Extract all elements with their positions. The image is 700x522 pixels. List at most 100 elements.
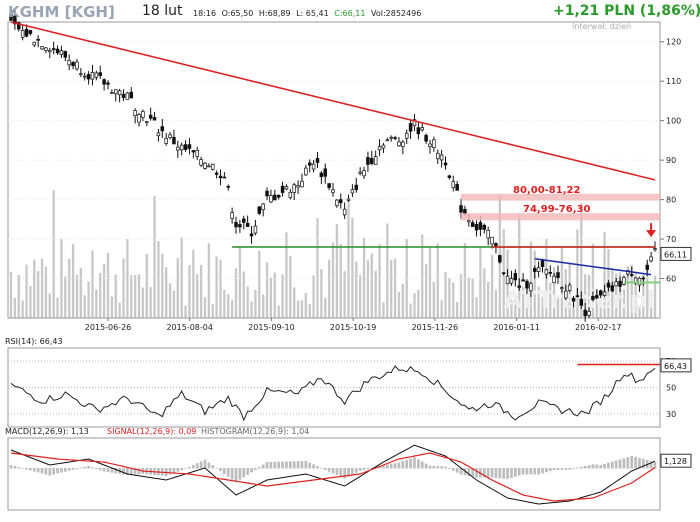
candle-body	[556, 272, 560, 278]
histogram-bar	[327, 468, 331, 472]
histogram-bar	[424, 463, 428, 469]
volume-bar	[296, 300, 300, 318]
histogram-bar	[603, 463, 606, 469]
candle-body	[645, 264, 649, 270]
volume-bar	[13, 297, 17, 318]
price-axis-label: 80	[666, 196, 676, 205]
candle-body	[59, 50, 64, 55]
candle-body	[55, 48, 60, 54]
candle-body	[575, 295, 580, 297]
quote-volume: Vol:2852496	[370, 9, 422, 18]
histogram-bar	[510, 468, 513, 478]
last-price-box	[660, 246, 692, 261]
histogram-bar	[219, 468, 222, 472]
candle-body	[560, 287, 564, 289]
candle-body	[226, 186, 231, 188]
candle-body	[478, 222, 483, 230]
price-axis-label: 60	[666, 275, 676, 284]
candle-body	[67, 60, 71, 66]
candle-body	[117, 90, 122, 96]
volume-bar	[102, 263, 106, 318]
histogram-bar	[292, 461, 296, 469]
histogram-bar	[308, 462, 312, 469]
volume-bar	[455, 301, 459, 318]
histogram-bar	[44, 468, 48, 475]
candle-body	[121, 93, 126, 99]
volume-bar	[584, 274, 587, 318]
candle-body	[315, 157, 320, 163]
volume-bar	[611, 268, 614, 318]
candle-body	[490, 236, 494, 245]
candle-body	[443, 162, 448, 166]
histogram-bar	[420, 461, 424, 469]
quote-low: L: 65,41	[296, 9, 329, 18]
volume-bar	[560, 248, 564, 318]
histogram-bar	[288, 461, 292, 469]
histogram-bar	[129, 468, 133, 475]
candle-body	[230, 212, 234, 219]
volume-bar	[595, 288, 598, 318]
candle-body	[525, 280, 529, 289]
histogram-bar	[277, 461, 281, 469]
histogram-bar	[184, 468, 187, 469]
histogram-bar	[195, 463, 199, 469]
histogram-bar	[599, 465, 603, 469]
volume-bar	[172, 290, 176, 318]
macd-value-label: 1,128	[664, 457, 687, 466]
quote-high: H:68,89	[258, 9, 291, 18]
candle-body	[32, 41, 37, 46]
candlestick-series	[9, 9, 657, 322]
price-change: +1,21 PLN (1,86%)	[553, 3, 700, 19]
candle-body	[137, 114, 141, 123]
date-axis-label: 2016-02-17	[575, 323, 622, 332]
histogram-bar	[79, 467, 83, 469]
candle-body	[323, 168, 327, 177]
volume-bar	[327, 259, 331, 318]
candle-body	[106, 82, 110, 85]
volume-bar	[308, 303, 311, 318]
histogram-bar	[451, 468, 455, 471]
volume-bar	[265, 262, 269, 318]
volume-bar	[211, 304, 214, 318]
histogram-bar	[211, 465, 215, 469]
candle-body	[362, 170, 366, 177]
volume-bar	[258, 250, 261, 318]
volume-bar	[335, 223, 339, 318]
histogram-bar	[238, 468, 242, 480]
volume-bar	[44, 266, 48, 318]
volume-bar	[521, 286, 525, 318]
candle-body	[176, 146, 180, 151]
volume-bar	[351, 217, 354, 318]
histogram-bar	[13, 466, 17, 469]
candle-body	[214, 172, 219, 175]
candle-body	[172, 136, 176, 145]
candle-body	[567, 284, 572, 292]
candle-body	[412, 119, 417, 127]
session-date: 18 lut	[142, 3, 183, 19]
histogram-bar	[351, 468, 354, 475]
watermark-text: ATTrader.pl	[503, 286, 655, 314]
candle-body	[71, 61, 75, 67]
blue-line-line	[534, 258, 652, 276]
price-zone-label: 74,99-76,30	[523, 204, 590, 215]
candle-body	[598, 290, 603, 296]
candle-body	[253, 225, 258, 234]
candle-body	[435, 152, 440, 160]
volume-bar	[71, 244, 75, 318]
volume-bar	[525, 283, 529, 318]
volume-bar	[475, 297, 478, 318]
volume-bar	[75, 274, 79, 318]
volume-bar	[355, 261, 358, 318]
histogram-bar	[40, 468, 44, 474]
volume-bar	[580, 203, 583, 318]
quote-close: C:66,11	[334, 9, 366, 18]
candle-body	[335, 199, 339, 206]
macd-line	[10, 444, 656, 505]
candle-body	[463, 208, 467, 215]
histogram-bar	[564, 468, 568, 470]
histogram-bar	[459, 468, 463, 475]
volume-bar	[110, 296, 114, 318]
main-panel-frame	[7, 21, 661, 319]
histogram-bar	[347, 468, 350, 477]
histogram-bar	[133, 468, 137, 475]
